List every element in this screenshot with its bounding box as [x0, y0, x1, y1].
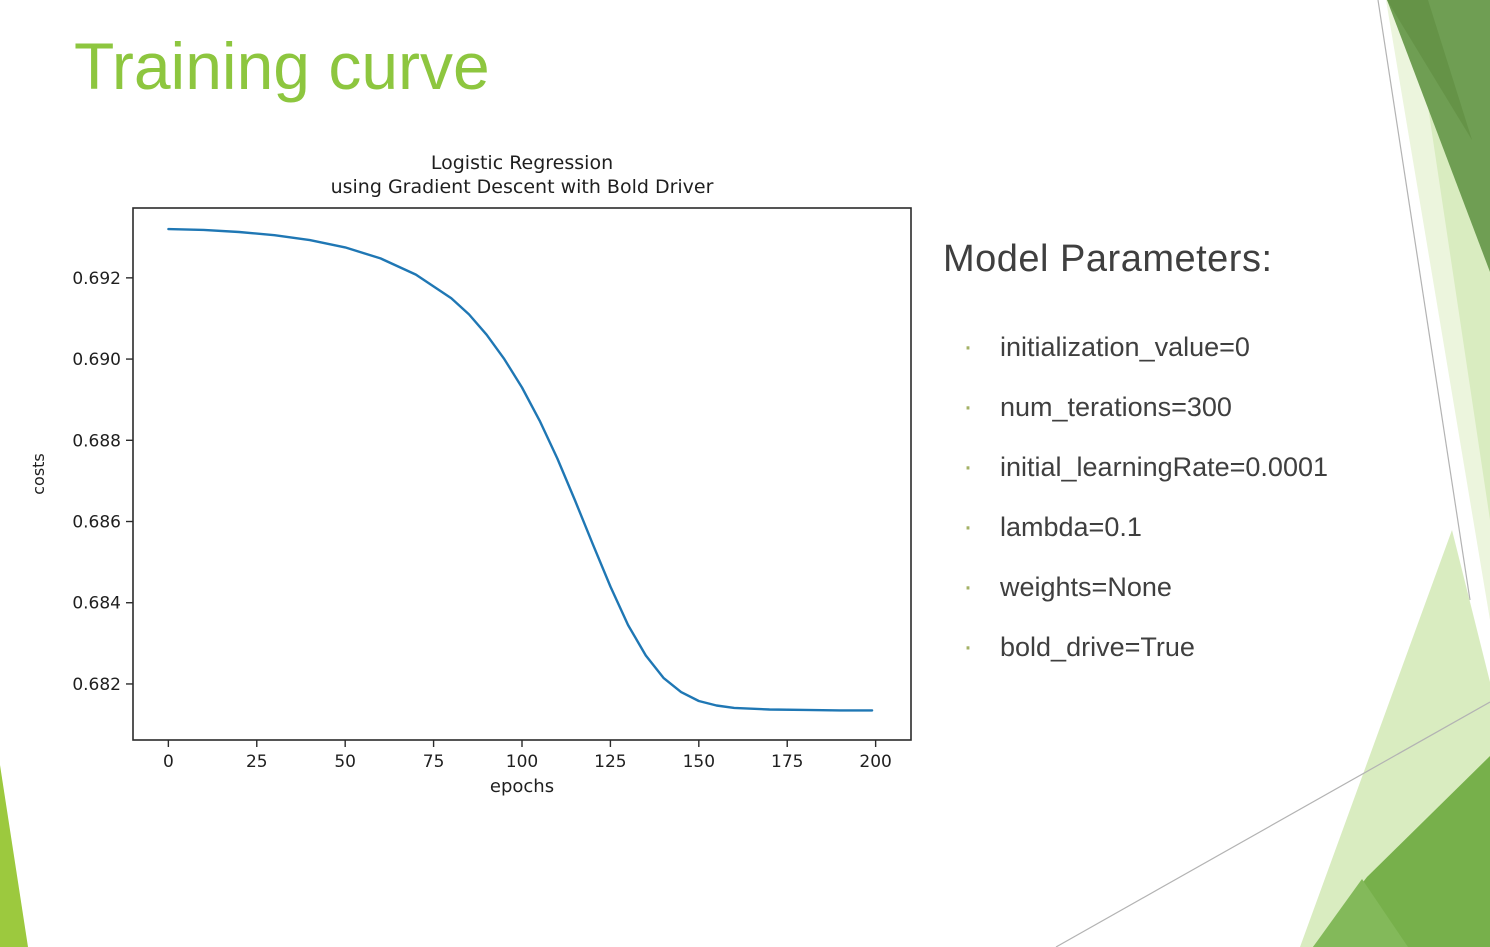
- bullet-dot-icon: ·: [963, 390, 973, 423]
- y-tick-label: 0.682: [72, 675, 121, 695]
- parameter-item: · bold_drive=True: [943, 617, 1463, 677]
- y-tick-label: 0.686: [72, 513, 121, 533]
- bullet-dot-icon: ·: [963, 450, 973, 483]
- parameter-text: bold_drive=True: [1000, 631, 1195, 662]
- y-tick-label: 0.692: [72, 269, 121, 289]
- parameter-text: num_terations=300: [1000, 391, 1232, 422]
- x-tick-label: 175: [771, 752, 803, 772]
- chart-title-line-1: Logistic Regression: [431, 152, 613, 174]
- parameter-text: initialization_value=0: [1000, 331, 1250, 362]
- y-tick-label: 0.688: [72, 431, 121, 451]
- y-tick-label: 0.684: [72, 594, 121, 614]
- x-tick-label: 150: [683, 752, 715, 772]
- parameter-text: lambda=0.1: [1000, 511, 1142, 542]
- x-tick-label: 25: [246, 752, 268, 772]
- bullet-dot-icon: ·: [963, 510, 973, 543]
- decor-diagonal-line-bottom: [1055, 701, 1490, 947]
- bullet-dot-icon: ·: [963, 330, 973, 363]
- model-parameters-panel: Model Parameters: · initialization_value=…: [943, 238, 1463, 677]
- parameter-item: · weights=None: [943, 557, 1463, 617]
- x-tick-label: 100: [506, 752, 538, 772]
- bullet-dot-icon: ·: [963, 570, 973, 603]
- slide-title: Training curve: [74, 29, 490, 103]
- parameter-item: · initialization_value=0: [943, 317, 1463, 377]
- decor-triangle-bottom-right-bright: [1313, 756, 1490, 947]
- model-parameters-heading: Model Parameters:: [943, 238, 1273, 280]
- decor-triangle-bottom-right-bright-light: [1313, 879, 1408, 947]
- x-tick-label: 0: [163, 752, 174, 772]
- cost-curve: [167, 227, 874, 712]
- bullet-dot-icon: ·: [963, 630, 973, 663]
- parameter-item: · initial_learningRate=0.0001: [943, 437, 1463, 497]
- parameter-text: initial_learningRate=0.0001: [1000, 451, 1328, 482]
- x-tick-label: 50: [334, 752, 356, 772]
- model-parameters-list: · initialization_value=0 · num_terations=30…: [943, 317, 1463, 677]
- x-axis-label: epochs: [490, 776, 554, 797]
- y-axis-label: costs: [30, 453, 48, 495]
- x-tick-label: 75: [423, 752, 445, 772]
- chart-title-line-2: using Gradient Descent with Bold Driver: [331, 176, 714, 198]
- x-tick-label: 125: [594, 752, 626, 772]
- parameter-text: weights=None: [1000, 571, 1172, 602]
- parameter-item: · lambda=0.1: [943, 497, 1463, 557]
- plot-box: [132, 207, 912, 741]
- parameter-item: · num_terations=300: [943, 377, 1463, 437]
- decor-wedge-bottom-left: [0, 765, 28, 947]
- decor-triangle-top-right-dark: [1387, 0, 1490, 272]
- decor-triangle-top-right-darker: [1387, 0, 1472, 140]
- x-tick-label: 200: [859, 752, 891, 772]
- y-tick-label: 0.690: [72, 350, 121, 370]
